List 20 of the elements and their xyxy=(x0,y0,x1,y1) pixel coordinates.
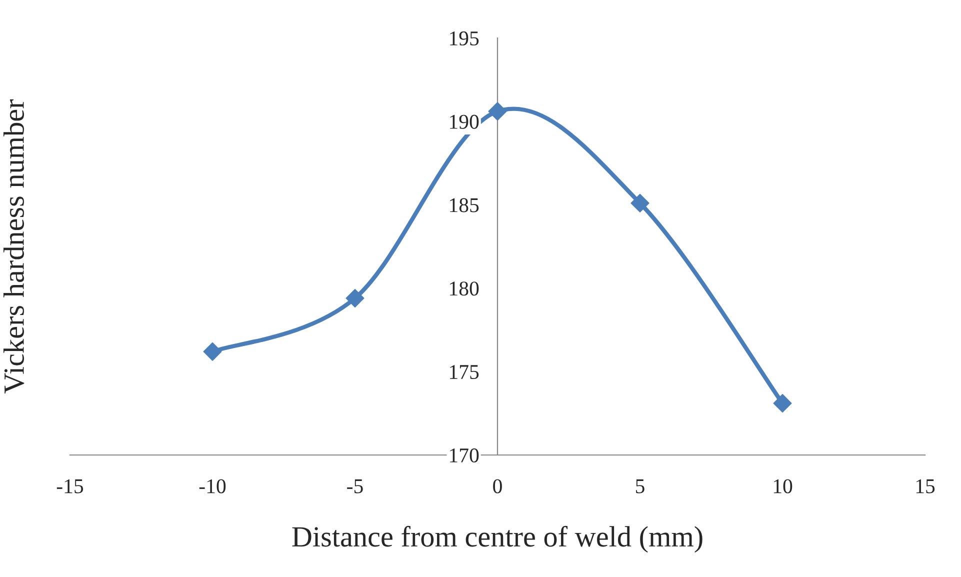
x-tick-label: -15 xyxy=(56,479,84,494)
y-tick-label: 195 xyxy=(450,31,479,46)
y-tick-label: 190 xyxy=(450,114,479,129)
x-tick-label: 10 xyxy=(774,479,792,494)
point xyxy=(630,194,650,212)
point xyxy=(773,394,792,413)
x-tick-label: 15 xyxy=(916,479,935,494)
y-axis-title: Vickers hardness number xyxy=(3,99,24,394)
x-axis-title: Distance from centre of weld (mm) xyxy=(292,526,702,553)
x-tick-label: 5 xyxy=(636,479,644,494)
y-tick-label: 185 xyxy=(450,198,479,212)
x-tick-label: 0 xyxy=(493,479,502,494)
point xyxy=(203,342,222,361)
point xyxy=(346,288,364,308)
point xyxy=(488,102,507,121)
x-tick-label: -5 xyxy=(347,479,363,494)
y-tick-label: 170 xyxy=(450,448,479,462)
y-tick-label: 175 xyxy=(450,365,479,380)
y-tick-label: 180 xyxy=(450,282,479,296)
x-tick-label: -10 xyxy=(199,479,226,494)
